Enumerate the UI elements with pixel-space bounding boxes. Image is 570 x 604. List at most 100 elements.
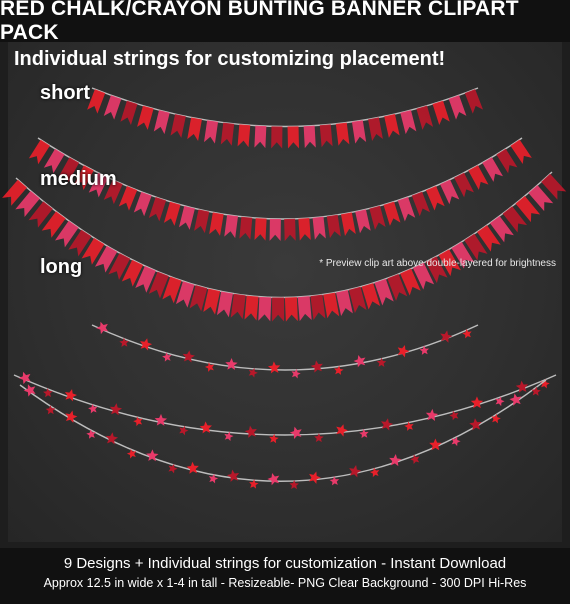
star-string-short-star <box>140 338 153 351</box>
short-bunting-pennant <box>400 110 417 135</box>
star-string-long-star <box>425 408 439 422</box>
long-bunting-pennant <box>297 296 312 322</box>
star-string-short-star <box>310 360 323 373</box>
star-string-short-star <box>225 358 238 370</box>
star-string-lower-star <box>329 476 340 486</box>
medium-bunting-pennant <box>340 212 356 236</box>
short-bunting-string <box>91 87 479 128</box>
subtitle: Individual strings for customizing place… <box>14 48 446 70</box>
star-string-short-star <box>353 354 366 368</box>
star-string-lower-star <box>429 438 442 451</box>
long-bunting-pennant <box>400 268 421 296</box>
short-bunting-pennant <box>103 95 122 120</box>
star-string-lower-star <box>469 418 482 431</box>
star-string-short-star <box>162 352 172 362</box>
star-string-lower-star <box>86 429 96 439</box>
medium-bunting-pennant <box>468 165 489 190</box>
short-bunting-pennant <box>187 117 202 142</box>
long-bunting-pennant <box>477 225 501 252</box>
long-bunting-pennant <box>336 289 353 316</box>
medium-bunting-pennant <box>425 185 445 211</box>
star-string-lower-star <box>126 448 137 459</box>
long-bunting-pennant <box>68 229 92 257</box>
long-bunting-pennant <box>203 288 221 315</box>
star-string-lower-star <box>186 461 199 474</box>
short-bunting-pennant <box>170 114 186 138</box>
long-bunting-pennant <box>387 274 408 301</box>
star-string-long-star <box>269 433 279 444</box>
star-string-lower-star <box>389 454 402 467</box>
long-bunting-pennant <box>310 294 326 320</box>
short-bunting-pennant <box>87 89 106 114</box>
star-string-lower-string <box>19 379 547 482</box>
star-string-short-star <box>204 362 215 372</box>
star-string-long-star <box>449 410 459 421</box>
chalkboard-background <box>8 42 562 542</box>
footer-line-2: Approx 12.5 in wide x 1-4 in tall - Resi… <box>43 576 527 590</box>
short-bunting-pennant <box>137 105 154 130</box>
star-string-lower-star <box>369 467 380 478</box>
long-bunting-pennant <box>189 285 208 312</box>
long-bunting-pennant <box>258 296 272 322</box>
medium-bunting-pennant <box>178 205 195 230</box>
long-bunting-pennant <box>216 291 233 318</box>
star-string-long-star <box>109 403 123 416</box>
medium-bunting-pennant <box>43 148 65 174</box>
short-bunting-pennant <box>368 117 383 142</box>
star-string-long-star <box>18 371 31 385</box>
footer: 9 Designs + Individual strings for custo… <box>0 548 570 604</box>
short-bunting-pennant <box>432 100 450 126</box>
long-bunting-pennant <box>502 206 528 233</box>
star-string-long-star <box>199 421 212 434</box>
page-title: RED CHALK/CRAYON BUNTING BANNER CLIPART … <box>0 0 570 44</box>
medium-bunting-pennant <box>73 165 94 190</box>
preview-note: * Preview clip art above double-layered … <box>319 258 556 269</box>
short-bunting-pennant <box>204 120 219 144</box>
medium-bunting-pennant <box>209 212 224 236</box>
long-bunting-pennant <box>81 238 105 265</box>
star-string-lower-star <box>349 465 362 478</box>
long-bunting-pennant <box>2 179 27 206</box>
long-bunting-pennant <box>108 253 131 280</box>
star-string-long-star <box>43 388 53 398</box>
short-bunting-pennant <box>303 125 316 149</box>
star-string-short-star <box>440 330 453 343</box>
short-bunting-pennant <box>220 122 235 146</box>
medium-bunting-pennant <box>224 214 239 239</box>
star-string-lower-star <box>249 479 259 489</box>
label-medium: medium <box>40 168 117 190</box>
long-bunting-pennant <box>361 283 381 310</box>
medium-bunting-pennant <box>103 179 123 205</box>
medium-bunting-pennant <box>496 148 518 174</box>
long-bunting-pennant <box>135 265 156 293</box>
star-string-lower-star <box>309 471 321 484</box>
long-bunting-pennant <box>162 276 182 304</box>
star-string-short-star <box>119 337 129 347</box>
star-string-short-star <box>397 345 410 358</box>
short-bunting-pennant <box>416 105 434 130</box>
star-string-long-star <box>289 426 302 440</box>
star-string-long-star <box>336 424 348 437</box>
star-string-short-string <box>91 324 479 371</box>
long-bunting-pennant <box>28 201 53 228</box>
long-bunting-pennant <box>528 185 554 212</box>
long-bunting-pennant <box>348 286 367 314</box>
star-string-long-star <box>154 413 168 426</box>
medium-bunting-pennant <box>254 218 267 241</box>
star-string-short-star <box>267 361 281 374</box>
short-bunting-pennant <box>271 126 283 149</box>
star-string-lower-star <box>105 432 119 445</box>
label-short: short <box>40 82 90 104</box>
star-string-lower-star <box>45 405 56 415</box>
star-string-long-star <box>404 421 414 431</box>
long-bunting-pennant <box>272 297 285 322</box>
star-string-long-star <box>495 396 505 407</box>
long-bunting-pennant <box>412 262 435 290</box>
star-string-lower-star <box>146 449 159 462</box>
star-string-long-star <box>64 389 77 402</box>
medium-bunting-pennant <box>312 216 326 240</box>
medium-bunting-string <box>37 137 523 220</box>
star-string-lower-star <box>410 454 420 465</box>
star-string-long-star <box>515 380 529 393</box>
